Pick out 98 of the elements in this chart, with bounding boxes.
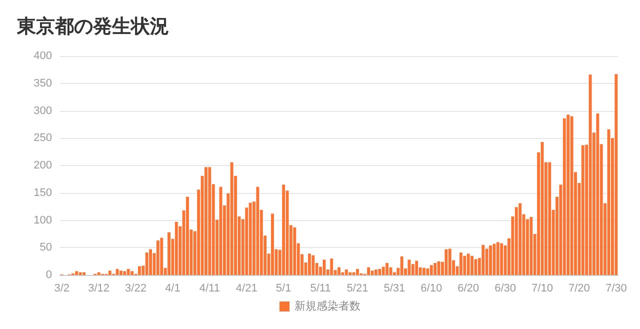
bar xyxy=(382,266,385,275)
bar xyxy=(482,244,485,275)
bar xyxy=(138,266,141,275)
bar xyxy=(344,270,348,275)
bar xyxy=(204,167,208,275)
bar xyxy=(230,162,234,275)
bar xyxy=(514,207,518,275)
bar xyxy=(356,268,359,275)
x-tick-label: 3/12 xyxy=(88,282,110,294)
bar xyxy=(374,270,378,275)
x-tick-label: 7/10 xyxy=(532,282,553,294)
bar xyxy=(466,254,470,275)
bar xyxy=(116,268,119,275)
x-tick-label: 3/22 xyxy=(125,282,146,294)
y-tick-label: 250 xyxy=(34,132,52,144)
bar xyxy=(444,249,448,275)
bar xyxy=(530,216,533,275)
bar xyxy=(293,227,296,275)
bar xyxy=(160,238,164,275)
bar xyxy=(489,245,492,275)
bar xyxy=(308,254,311,275)
x-tick-label: 7/20 xyxy=(568,282,590,294)
bar xyxy=(485,248,488,275)
bar xyxy=(415,260,418,275)
y-tick-label: 300 xyxy=(34,104,52,117)
chart-title: 東京都の発生状況 xyxy=(16,16,169,38)
legend-label: 新規感染者数 xyxy=(294,300,360,312)
bar xyxy=(322,260,326,275)
bar xyxy=(330,258,334,275)
x-tick-label: 3/2 xyxy=(54,282,70,294)
y-tick-label: 0 xyxy=(46,269,52,281)
bar xyxy=(500,243,504,275)
bar xyxy=(408,260,411,275)
bar xyxy=(352,272,356,275)
bar xyxy=(78,272,82,275)
x-tick-label: 5/31 xyxy=(384,282,406,294)
bar xyxy=(518,203,522,275)
bar xyxy=(367,267,370,275)
bar xyxy=(82,272,86,275)
bar xyxy=(614,74,618,275)
bar xyxy=(108,270,112,275)
y-tick-label: 350 xyxy=(34,77,52,90)
bar xyxy=(470,256,474,275)
bar xyxy=(119,270,122,275)
bar xyxy=(145,252,148,275)
bar xyxy=(149,249,152,275)
bar xyxy=(434,262,437,275)
bar xyxy=(174,222,178,275)
bar xyxy=(348,272,352,275)
x-tick-label: 5/11 xyxy=(310,282,331,294)
bar xyxy=(548,162,552,275)
bar xyxy=(123,271,126,275)
bar xyxy=(422,268,426,275)
bar xyxy=(492,244,496,275)
bar xyxy=(400,256,404,275)
bar xyxy=(378,268,382,275)
bar xyxy=(430,265,433,275)
x-tick-label: 4/11 xyxy=(199,282,220,294)
y-tick-label: 50 xyxy=(40,242,52,254)
bar xyxy=(588,74,592,275)
bar xyxy=(130,271,134,275)
x-tick-label: 4/21 xyxy=(236,282,258,294)
bar xyxy=(168,232,170,275)
bar xyxy=(426,268,430,275)
y-tick-label: 100 xyxy=(34,214,52,226)
bar xyxy=(496,242,500,275)
x-tick-label: 4/1 xyxy=(165,282,180,294)
x-tick-label: 6/10 xyxy=(420,282,442,294)
bar xyxy=(75,271,78,275)
bar xyxy=(459,252,462,275)
bar xyxy=(463,256,466,275)
bar xyxy=(282,184,286,275)
bar xyxy=(186,196,189,275)
bar xyxy=(338,267,340,275)
bar xyxy=(126,268,130,275)
bar xyxy=(566,114,570,275)
bar xyxy=(386,262,389,275)
bar xyxy=(562,118,566,275)
y-tick-label: 400 xyxy=(34,50,52,62)
bar xyxy=(581,145,584,275)
x-tick-label: 6/30 xyxy=(494,282,516,294)
y-tick-label: 200 xyxy=(34,160,52,172)
bar xyxy=(448,248,452,275)
x-tick-label: 5/1 xyxy=(276,282,292,294)
x-tick-label: 6/20 xyxy=(458,282,480,294)
bar xyxy=(596,113,600,275)
bar xyxy=(570,116,574,275)
bar xyxy=(437,261,440,275)
bar xyxy=(271,214,274,275)
bar xyxy=(156,240,160,275)
x-tick-label: 7/30 xyxy=(605,282,627,294)
bar xyxy=(97,272,100,275)
bar xyxy=(256,186,260,275)
bar xyxy=(312,255,315,275)
bar xyxy=(208,167,212,275)
x-tick-label: 5/21 xyxy=(346,282,368,294)
bar xyxy=(248,202,252,275)
y-tick-label: 150 xyxy=(34,186,52,199)
